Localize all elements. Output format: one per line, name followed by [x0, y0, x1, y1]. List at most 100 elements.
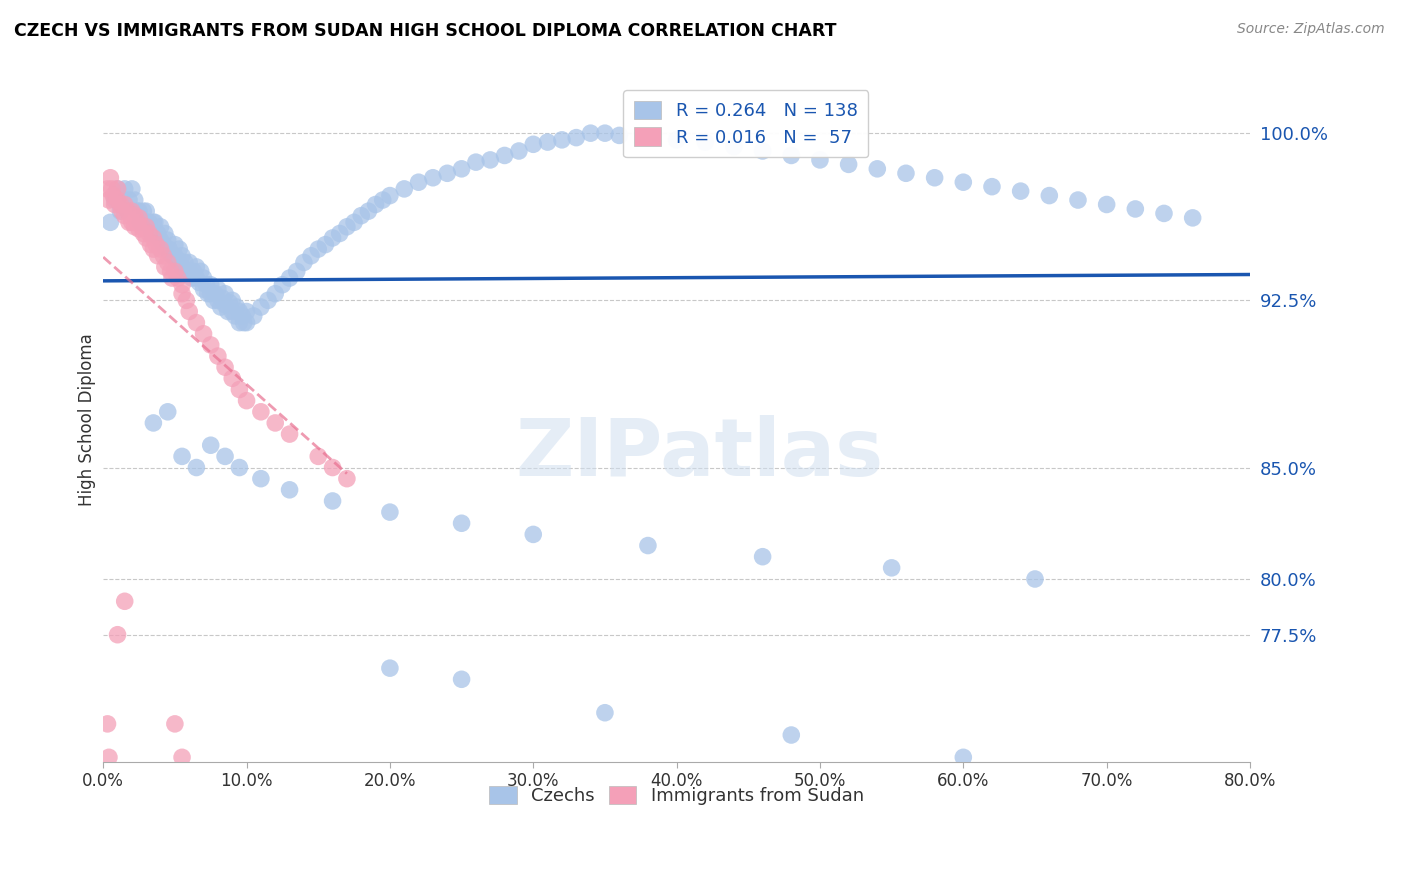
Point [135, 204, 157, 219]
Point [124, 209, 146, 223]
Point [209, 300, 232, 314]
Point [163, 717, 186, 731]
Point [200, 438, 222, 452]
Point [156, 255, 179, 269]
Point [166, 271, 188, 285]
Point [155, 242, 177, 256]
Point [97, 193, 120, 207]
Point [250, 405, 273, 419]
Point [357, 204, 380, 219]
Point [128, 204, 150, 219]
Point [179, 304, 201, 318]
Point [723, 139, 745, 153]
Point [124, 193, 146, 207]
Point [211, 291, 233, 305]
Point [170, 750, 193, 764]
Point [100, 170, 122, 185]
Point [981, 179, 1004, 194]
Point [235, 316, 257, 330]
Point [264, 416, 287, 430]
Point [97, 750, 120, 764]
Point [780, 148, 803, 162]
Point [132, 227, 155, 241]
Point [121, 215, 143, 229]
Point [104, 197, 127, 211]
Point [242, 309, 264, 323]
Point [132, 204, 155, 219]
Point [141, 227, 163, 241]
Point [114, 182, 136, 196]
Point [314, 237, 336, 252]
Point [114, 197, 136, 211]
Point [464, 155, 486, 169]
Point [232, 316, 254, 330]
Point [186, 260, 208, 274]
Point [163, 237, 186, 252]
Point [378, 661, 401, 675]
Point [118, 215, 141, 229]
Point [228, 316, 250, 330]
Point [135, 219, 157, 234]
Point [214, 286, 236, 301]
Point [110, 204, 132, 219]
Text: Source: ZipAtlas.com: Source: ZipAtlas.com [1237, 22, 1385, 37]
Point [186, 460, 208, 475]
Point [170, 260, 193, 274]
Point [152, 249, 174, 263]
Point [204, 286, 226, 301]
Point [149, 219, 172, 234]
Point [508, 144, 530, 158]
Point [695, 135, 717, 149]
Point [181, 271, 204, 285]
Point [866, 161, 889, 176]
Point [1024, 572, 1046, 586]
Point [160, 249, 183, 263]
Point [107, 628, 129, 642]
Point [579, 126, 602, 140]
Point [751, 144, 773, 158]
Point [183, 264, 205, 278]
Point [124, 219, 146, 234]
Point [235, 304, 257, 318]
Point [142, 416, 165, 430]
Point [271, 277, 294, 292]
Point [159, 264, 181, 278]
Point [202, 293, 225, 308]
Point [145, 237, 167, 252]
Point [371, 193, 394, 207]
Point [593, 706, 616, 720]
Point [121, 182, 143, 196]
Point [193, 282, 215, 296]
Point [322, 460, 344, 475]
Point [128, 211, 150, 225]
Point [197, 286, 219, 301]
Point [101, 182, 124, 196]
Point [278, 483, 301, 497]
Point [1153, 206, 1175, 220]
Point [139, 237, 162, 252]
Point [250, 300, 273, 314]
Point [186, 316, 208, 330]
Point [186, 271, 208, 285]
Point [96, 182, 118, 196]
Point [167, 242, 190, 256]
Point [808, 153, 831, 167]
Point [278, 271, 301, 285]
Point [952, 175, 974, 189]
Point [329, 227, 352, 241]
Point [200, 338, 222, 352]
Point [436, 166, 458, 180]
Point [114, 594, 136, 608]
Point [174, 255, 197, 269]
Point [593, 126, 616, 140]
Point [214, 360, 236, 375]
Point [128, 222, 150, 236]
Point [193, 271, 215, 285]
Point [207, 282, 229, 296]
Point [143, 215, 166, 229]
Point [751, 549, 773, 564]
Point [231, 309, 253, 323]
Point [127, 204, 149, 219]
Point [176, 293, 198, 308]
Point [422, 170, 444, 185]
